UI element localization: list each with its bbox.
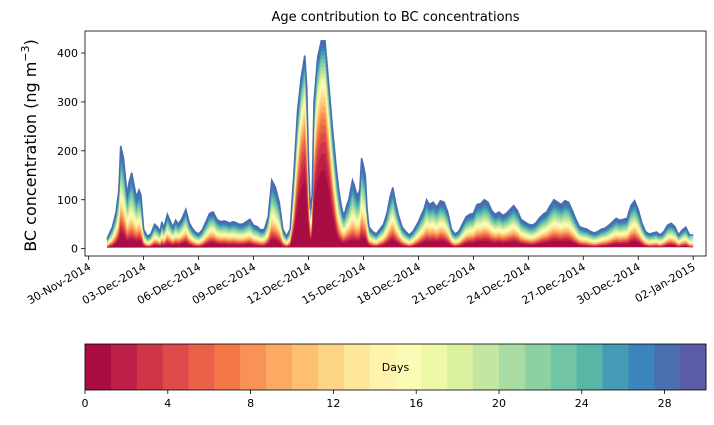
chart-title: Age contribution to BC concentrations [271,10,519,25]
colorbar-swatch [266,344,293,390]
colorbar-label: Days [382,361,410,374]
y-tick-label: 100 [57,194,78,207]
colorbar-tick-label: 12 [326,397,340,410]
y-axis-label-close: ) [21,39,40,45]
age-band-16 [106,66,694,243]
colorbar-tick-label: 24 [575,397,589,410]
colorbar-tick-label: 0 [82,397,89,410]
colorbar-swatch [654,344,681,390]
colorbar-tick-label: 4 [164,397,171,410]
y-tick-label: 300 [57,96,78,109]
y-axis: 0 100 200 300 400 [57,47,85,256]
age-band-2 [106,142,694,248]
colorbar-swatch [136,344,164,390]
age-band-18 [106,58,694,242]
age-band-5 [106,118,694,247]
colorbar-swatch [680,344,707,390]
age-band-15 [106,70,694,244]
age-band-19 [106,55,694,242]
colorbar-swatch [188,344,215,390]
colorbar-swatch [499,344,526,390]
age-band-0 [106,170,694,248]
colorbar-swatch [602,344,629,390]
colorbar-swatch [550,344,578,390]
age-band-3 [106,133,694,248]
plot-area [106,40,694,248]
colorbar-swatch [524,344,552,390]
colorbar-swatch [214,344,241,390]
colorbar-swatch [343,344,371,390]
colorbar-tick-label: 8 [247,397,254,410]
age-band-6 [106,112,694,247]
colorbar-tick-label: 28 [658,397,672,410]
x-axis: 30-Nov-201403-Dec-201406-Dec-201409-Dec-… [25,256,698,307]
colorbar-frame [84,343,707,391]
colorbar-tick-label: 20 [492,397,506,410]
age-band-22 [106,44,694,240]
colorbar-swatch [395,344,422,390]
colorbar-tick-label: 16 [409,397,423,410]
y-axis-label-superscript: −3 [19,45,32,61]
colorbar-swatch [421,344,448,390]
colorbar-swatch [292,344,319,390]
colorbar-swatch [240,344,267,390]
total-bc-line [106,40,694,240]
colorbar-swatch [317,344,345,390]
age-band-7 [106,106,694,247]
age-band-1 [106,153,694,248]
colorbar-swatch [162,344,189,390]
y-tick-label: 200 [57,145,78,158]
colorbar-swatch [576,344,603,390]
age-band-21 [106,47,694,241]
colorbar: 0 4 8 12 16 20 24 28 [82,343,707,410]
age-band-23 [106,40,694,239]
y-tick-label: 0 [71,243,78,256]
plot-frame [84,30,707,257]
y-tick-label: 400 [57,47,78,60]
colorbar-swatch [447,344,474,390]
age-band-4 [106,125,694,247]
y-axis-label: BC concentration (ng m−3) [19,39,40,252]
age-band-20 [106,51,694,241]
y-axis-label-main: BC concentration (ng m [21,62,40,252]
colorbar-swatch [110,344,138,390]
colorbar-swatch [369,344,396,390]
age-band-17 [106,62,694,243]
colorbar-swatch [85,344,112,390]
colorbar-swatch [473,344,500,390]
x-tick-label: 02-Jan-2015 [633,260,698,305]
colorbar-swatch [628,344,655,390]
